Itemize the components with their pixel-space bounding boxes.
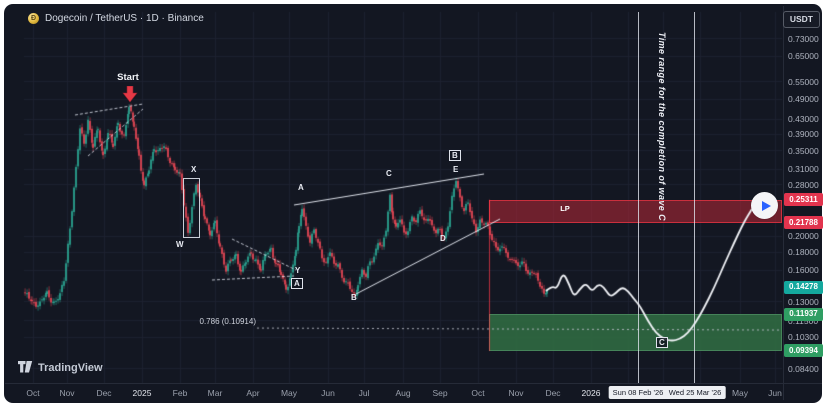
symbol-legend[interactable]: Ð Dogecoin / TetherUS · 1D · Binance (28, 13, 204, 24)
price-tick-label: 0.73000 (788, 33, 819, 44)
fib-level-label[interactable]: 0.786 (0.10914) (199, 317, 257, 326)
price-tick-label: 0.08400 (788, 363, 819, 374)
time-tick-label: Jun (768, 388, 782, 398)
price-tick-label: 0.35000 (788, 145, 819, 156)
price-badge: 0.14278 (784, 280, 823, 294)
wave-a-boxed-label[interactable]: A (291, 278, 303, 289)
price-badge: 0.25311 (784, 193, 823, 207)
date-badge: Sun 08 Feb '26 (608, 386, 668, 399)
price-tick-label: 0.49000 (788, 94, 819, 105)
lp-zone-label[interactable]: LP (560, 204, 570, 213)
triangle-d-label[interactable]: D (440, 234, 446, 243)
time-tick-label: Feb (172, 388, 188, 398)
time-tick-label: Aug (395, 388, 411, 398)
time-tick-label: Dec (545, 388, 561, 398)
tradingview-logo-icon (18, 361, 33, 373)
price-tick-label: 0.31000 (788, 164, 819, 175)
triangle-e-label[interactable]: E (453, 165, 459, 174)
tradingview-attribution[interactable]: TradingView (18, 361, 103, 374)
wave-y-label[interactable]: Y (295, 266, 301, 275)
price-tick-label: 0.18000 (788, 247, 819, 258)
time-axis-separator (5, 383, 822, 384)
time-tick-label: Sep (432, 388, 448, 398)
time-range-line-start[interactable] (638, 12, 639, 383)
time-tick-label: Apr (246, 388, 260, 398)
wave-c-target-label[interactable]: C (656, 337, 668, 348)
start-arrow-down-icon[interactable] (121, 86, 139, 104)
time-tick-label: Dec (96, 388, 112, 398)
date-badge: Wed 25 Mar '26 (664, 386, 726, 399)
time-tick-label: 2026 (581, 388, 601, 398)
wx-range-rectangle[interactable] (183, 178, 200, 238)
price-tick-label: 0.13000 (788, 296, 819, 307)
price-tick-label: 0.20000 (788, 231, 819, 242)
price-tick-label: 0.28000 (788, 179, 819, 190)
dogecoin-icon: Ð (28, 13, 39, 24)
time-range-line-end[interactable] (694, 12, 695, 383)
time-tick-label: Jun (321, 388, 335, 398)
triangle-c-label[interactable]: C (386, 169, 392, 178)
time-tick-label: Nov (59, 388, 75, 398)
price-tick-label: 0.10300 (788, 332, 819, 343)
price-tick-label: 0.39000 (788, 129, 819, 140)
wave-b-boxed-label[interactable]: B (449, 150, 461, 161)
price-badge: 0.11937 (784, 307, 823, 321)
triangle-a-label[interactable]: A (298, 183, 304, 192)
price-tick-label: 0.65000 (788, 51, 819, 62)
wave-x-label[interactable]: X (191, 165, 197, 174)
time-tick-label: 2025 (132, 388, 152, 398)
play-icon (761, 200, 771, 211)
time-tick-label: Oct (26, 388, 40, 398)
price-tick-label: 0.16000 (788, 265, 819, 276)
time-tick-label: Mar (207, 388, 223, 398)
currency-toggle-button[interactable]: USDT (782, 11, 820, 28)
price-axis-separator (783, 6, 784, 400)
time-range-note[interactable]: Time range for the completion of wave C (657, 32, 667, 221)
play-button[interactable] (751, 192, 778, 219)
time-tick-label: Jul (358, 388, 370, 398)
price-tick-label: 0.55000 (788, 76, 819, 87)
start-label[interactable]: Start (117, 72, 139, 83)
time-tick-label: May (280, 388, 298, 398)
price-tick-label: 0.43000 (788, 114, 819, 125)
tradingview-brand-text: TradingView (38, 361, 103, 374)
symbol-legend-text: Dogecoin / TetherUS · 1D · Binance (45, 13, 204, 24)
time-tick-label: May (731, 388, 749, 398)
wave-w-label[interactable]: W (176, 240, 184, 249)
triangle-b-label[interactable]: B (351, 293, 357, 302)
price-badge: 0.21788 (784, 216, 823, 230)
time-tick-label: Oct (471, 388, 485, 398)
time-tick-label: Nov (508, 388, 524, 398)
price-badge: 0.09394 (784, 344, 823, 358)
